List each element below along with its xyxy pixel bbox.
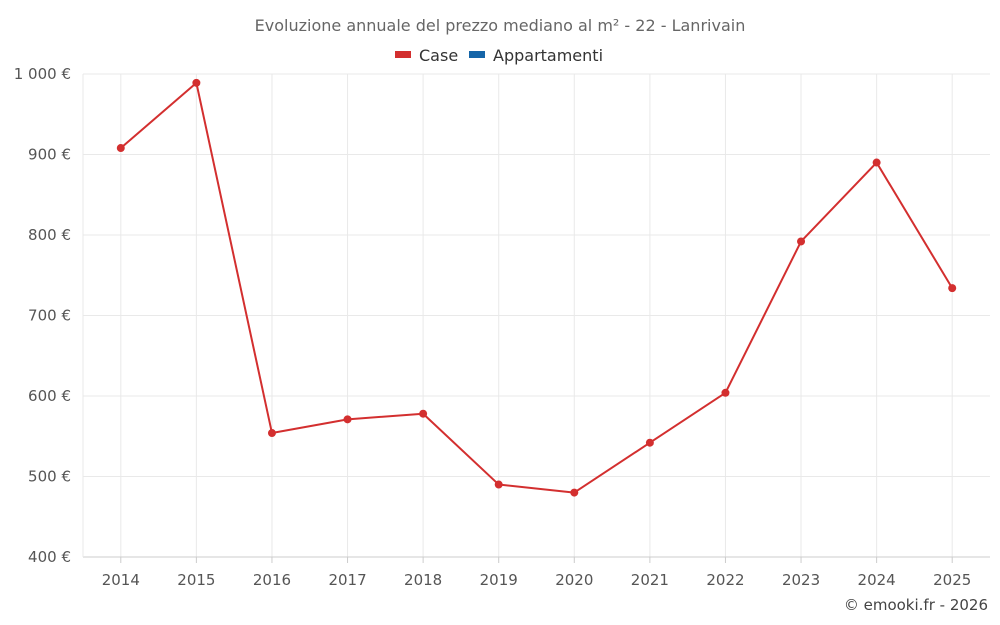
y-tick-label: 900 €	[28, 146, 71, 164]
legend-label-appartamenti: Appartamenti	[493, 46, 603, 65]
x-tick-label: 2023	[782, 571, 820, 589]
data-point-case-2017[interactable]	[343, 415, 352, 424]
x-tick-label: 2022	[706, 571, 744, 589]
y-tick-label: 1 000 €	[14, 65, 71, 83]
data-point-case-2023[interactable]	[797, 237, 806, 246]
series-line-case	[120, 81, 954, 494]
axes	[82, 74, 990, 563]
x-tick-label: 2016	[253, 571, 291, 589]
data-point-case-2024[interactable]	[872, 158, 881, 167]
x-tick-label: 2014	[102, 571, 140, 589]
x-tick-label: 2019	[480, 571, 518, 589]
data-point-case-2018[interactable]	[419, 409, 428, 418]
data-point-case-2015[interactable]	[192, 78, 201, 87]
x-tick-label: 2021	[631, 571, 669, 589]
credit-text: © emooki.fr - 2026	[844, 596, 988, 614]
data-point-case-2021[interactable]	[645, 438, 654, 447]
x-tick-label: 2020	[555, 571, 593, 589]
data-point-case-2025[interactable]	[948, 284, 957, 293]
data-point-case-2014[interactable]	[116, 144, 125, 153]
chart-title: Evoluzione annuale del prezzo mediano al…	[255, 16, 746, 35]
x-tick-label: 2025	[933, 571, 971, 589]
legend-item-appartamenti[interactable]: Appartamenti	[469, 46, 603, 65]
x-tick-label: 2018	[404, 571, 442, 589]
y-tick-label: 600 €	[28, 387, 71, 405]
data-point-case-2019[interactable]	[494, 480, 503, 489]
legend-item-case[interactable]: Case	[395, 46, 458, 65]
series-case	[116, 78, 957, 497]
legend-swatch-case	[395, 51, 411, 58]
y-tick-label: 500 €	[28, 468, 71, 486]
y-tick-label: 700 €	[28, 307, 71, 325]
data-point-case-2022[interactable]	[721, 388, 730, 397]
legend: Case Appartamenti	[395, 46, 603, 65]
tick-labels: 400 € 500 € 600 € 700 € 800 € 900 € 1 000 € 201…	[14, 65, 972, 589]
data-point-case-2016[interactable]	[267, 429, 276, 438]
x-tick-label: 2015	[177, 571, 215, 589]
y-tick-label: 400 €	[28, 548, 71, 566]
legend-label-case: Case	[419, 46, 458, 65]
x-tick-label: 2017	[328, 571, 366, 589]
y-tick-label: 800 €	[28, 226, 71, 244]
grid	[83, 73, 990, 557]
legend-swatch-appartamenti	[469, 51, 485, 58]
data-point-case-2020[interactable]	[570, 488, 579, 497]
x-tick-label: 2024	[858, 571, 896, 589]
